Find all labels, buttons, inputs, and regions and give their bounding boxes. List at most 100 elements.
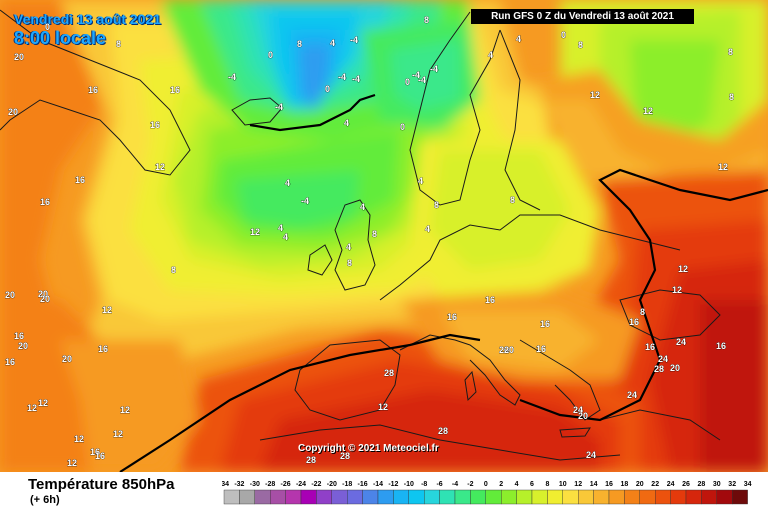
isotherm-value-label: 4 bbox=[516, 34, 521, 44]
isotherm-value-label: 20 bbox=[38, 289, 48, 299]
isotherm-value-label: 16 bbox=[447, 312, 457, 322]
isotherm-value-label: -4 bbox=[430, 64, 438, 74]
isotherm-value-label: 12 bbox=[67, 458, 77, 468]
isotherm-value-label: 0 bbox=[325, 84, 330, 94]
forecast-header: Vendredi 13 août 2021 8:00 locale bbox=[14, 11, 161, 49]
isotherm-value-label: -4 bbox=[338, 72, 346, 82]
isotherm-value-label: 12 bbox=[155, 162, 165, 172]
legend-tick-label: -12 bbox=[388, 481, 398, 488]
legend-color-swatch bbox=[547, 489, 563, 505]
legend-color-swatch bbox=[239, 489, 255, 505]
legend-tick-label: 14 bbox=[590, 481, 598, 488]
local-time: 8:00 locale bbox=[14, 28, 107, 48]
legend-tick-label: -4 bbox=[452, 481, 458, 488]
isotherm-value-label: 8 bbox=[640, 307, 645, 317]
isotherm-value-label: 0 bbox=[268, 50, 273, 60]
forecast-offset: (+ 6h) bbox=[30, 494, 60, 506]
legend-tick-label: -6 bbox=[436, 481, 442, 488]
isotherm-value-label: 20 bbox=[8, 107, 18, 117]
isotherm-value-label: 28 bbox=[438, 426, 448, 436]
legend-color-swatch bbox=[377, 489, 394, 505]
isotherm-value-label: 4 bbox=[418, 176, 423, 186]
isotherm-value-label: -4 bbox=[275, 102, 283, 112]
isotherm-value-label: -4 bbox=[418, 75, 426, 85]
legend-tick-label: 18 bbox=[621, 481, 629, 488]
legend-tick-label: -22 bbox=[311, 481, 321, 488]
legend-color-swatch bbox=[316, 489, 333, 505]
isotherm-value-label: 20 bbox=[5, 290, 15, 300]
isotherm-value-label: 12 bbox=[250, 227, 260, 237]
legend-tick-label: -16 bbox=[358, 481, 368, 488]
isotherm-value-label: 24 bbox=[676, 337, 686, 347]
isotherm-value-label: 16 bbox=[98, 344, 108, 354]
isotherm-value-label: 12 bbox=[74, 434, 84, 444]
legend-tick-label: -20 bbox=[327, 481, 337, 488]
isotherm-value-label: 8 bbox=[434, 200, 439, 210]
legend-color-swatch bbox=[501, 489, 517, 505]
variable-title: Température 850hPa bbox=[28, 476, 175, 493]
legend-tick-label: 8 bbox=[545, 481, 549, 488]
isotherm-value-label: 16 bbox=[150, 120, 160, 130]
isotherm-value-label: 12 bbox=[718, 162, 728, 172]
isotherm-value-label: 8 bbox=[578, 40, 583, 50]
legend-color-swatch bbox=[624, 489, 640, 505]
legend-color-swatch bbox=[285, 489, 302, 505]
isotherm-value-label: 4 bbox=[360, 202, 365, 212]
isotherm-value-label: 8 bbox=[347, 258, 352, 268]
copyright-notice: Copyright © 2021 Meteociel.fr bbox=[298, 443, 439, 454]
isotherm-value-label: -4 bbox=[228, 72, 236, 82]
temperature-color-legend: -34-32-30-28-26-24-22-20-18-16-14-12-10-… bbox=[222, 481, 752, 505]
isotherm-value-label: 20 bbox=[670, 363, 680, 373]
valid-date: Vendredi 13 août 2021 bbox=[14, 11, 162, 27]
isotherm-value-label: 12 bbox=[643, 106, 653, 116]
isotherm-value-label: 12 bbox=[378, 402, 388, 412]
isotherm-value-label: 16 bbox=[536, 344, 546, 354]
legend-color-swatch bbox=[470, 489, 486, 505]
legend-tick-label: -32 bbox=[234, 481, 244, 488]
legend-color-swatch bbox=[593, 489, 610, 505]
isotherm-value-label: 16 bbox=[88, 85, 98, 95]
isotherm-value-label: 20 bbox=[504, 345, 514, 355]
legend-color-swatch bbox=[300, 489, 317, 505]
legend-tick-label: 16 bbox=[605, 481, 613, 488]
legend-color-swatch bbox=[408, 489, 425, 505]
isotherm-value-label: 0 bbox=[405, 77, 410, 87]
isotherm-value-label: 8 bbox=[510, 195, 515, 205]
isotherm-value-label: 20 bbox=[578, 411, 588, 421]
legend-color-swatch bbox=[270, 489, 286, 505]
isotherm-value-label: 12 bbox=[672, 285, 682, 295]
isotherm-value-label: 24 bbox=[627, 390, 637, 400]
isotherm-value-label: 16 bbox=[170, 85, 180, 95]
isotherm-value-label: 24 bbox=[573, 405, 583, 415]
isotherm-value-label: 12 bbox=[102, 305, 112, 315]
run-info-banner: Run GFS 0 Z du Vendredi 13 août 2021 bbox=[471, 9, 694, 24]
isotherm-value-label: 8 bbox=[424, 15, 429, 25]
isotherm-value-label: 16 bbox=[629, 317, 639, 327]
isotherm-value-label: 28 bbox=[306, 455, 316, 465]
legend-color-swatch bbox=[531, 489, 548, 505]
legend-tick-label: 10 bbox=[559, 481, 567, 488]
isotherm-value-label: 28 bbox=[384, 368, 394, 378]
isotherm-value-label: 4 bbox=[488, 50, 493, 60]
isotherm-value-label: 4 bbox=[346, 242, 351, 252]
legend-color-swatch bbox=[701, 489, 717, 505]
legend-color-swatch bbox=[608, 489, 625, 505]
isotherm-value-label: 16 bbox=[485, 295, 495, 305]
temperature-850hpa-map bbox=[0, 0, 768, 472]
legend-color-swatch bbox=[639, 489, 656, 505]
isotherm-value-label: 8 bbox=[372, 229, 377, 239]
legend-color-swatch bbox=[685, 489, 702, 505]
legend-tick-label: 30 bbox=[713, 481, 721, 488]
legend-tick-label: 22 bbox=[651, 481, 659, 488]
isotherm-value-label: 12 bbox=[590, 90, 600, 100]
isotherm-value-label: 28 bbox=[340, 451, 350, 461]
legend-color-swatch bbox=[423, 489, 440, 505]
legend-tick-label: -30 bbox=[250, 481, 260, 488]
legend-tick-label: 28 bbox=[698, 481, 706, 488]
legend-tick-label: -8 bbox=[421, 481, 427, 488]
isotherm-value-label: 12 bbox=[27, 403, 37, 413]
isotherm-value-label: 4 bbox=[330, 38, 335, 48]
legend-tick-label: -10 bbox=[404, 481, 414, 488]
